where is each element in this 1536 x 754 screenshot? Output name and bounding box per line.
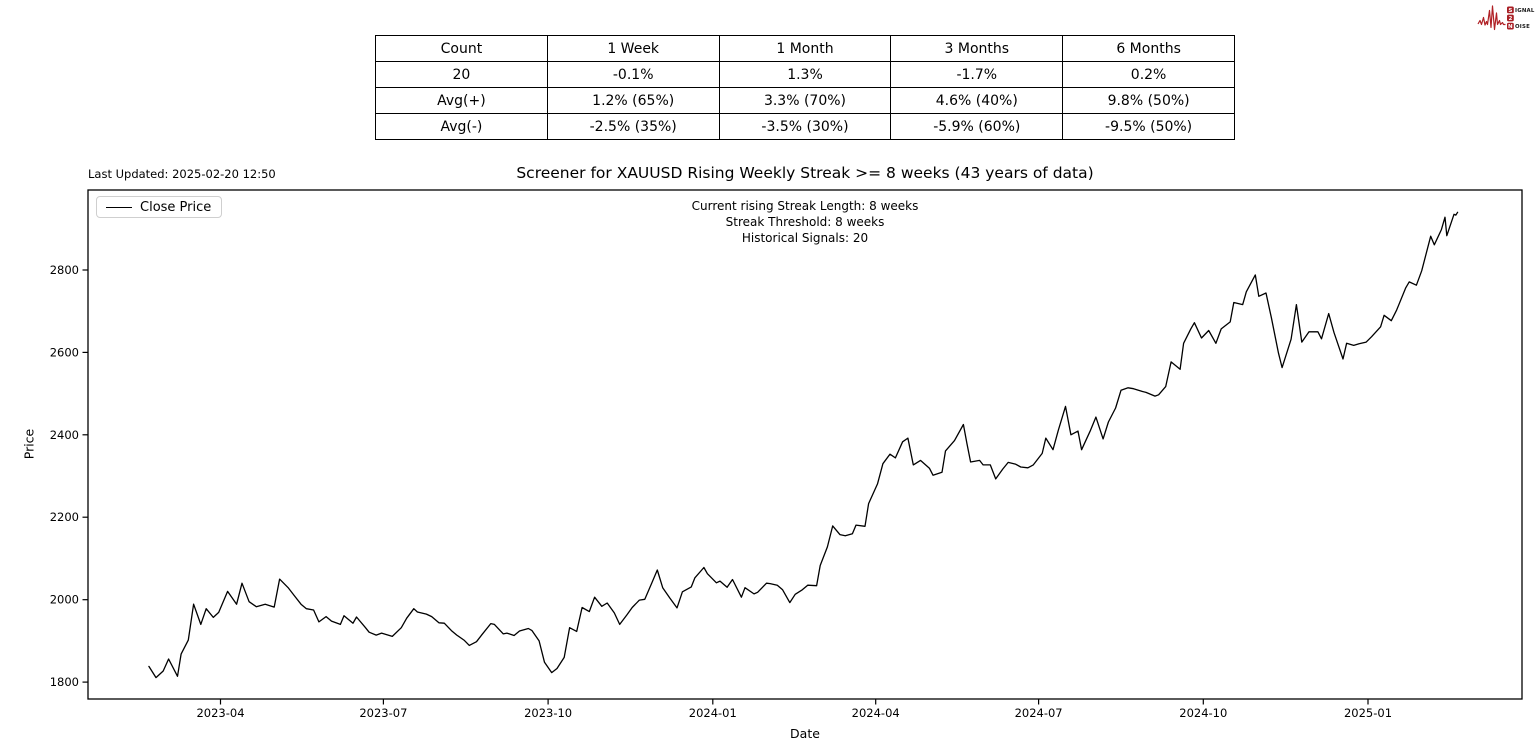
close-price-line <box>148 211 1459 679</box>
table-cell: -0.1% <box>546 61 720 88</box>
header-cell: 1 Week <box>546 35 720 62</box>
legend-line-sample-icon <box>106 206 132 208</box>
y-tick-label: 1800 <box>50 675 79 689</box>
x-tick-label: 2024-04 <box>852 706 900 720</box>
svg-text:IGNAL: IGNAL <box>1515 8 1535 14</box>
table-cell: 4.6% (40%) <box>890 87 1064 114</box>
table-cell: -3.5% (30%) <box>718 113 892 140</box>
svg-text:N: N <box>1508 24 1513 30</box>
chart-annotations: Current rising Streak Length: 8 weeks St… <box>88 198 1522 246</box>
annotation-current-streak: Current rising Streak Length: 8 weeks <box>691 199 919 213</box>
x-tick-label: 2024-10 <box>1179 706 1227 720</box>
chart-title: Screener for XAUUSD Rising Weekly Streak… <box>516 164 1094 182</box>
chart-legend: Close Price <box>96 196 223 218</box>
annotation-historical-signals: Historical Signals: 20 <box>741 231 869 245</box>
legend-label: Close Price <box>140 199 212 215</box>
pulse-waveform-icon <box>1477 5 1506 31</box>
table-cell: 9.8% (50%) <box>1062 87 1235 114</box>
x-tick-label: 2025-01 <box>1344 706 1392 720</box>
table-cell: -9.5% (50%) <box>1062 113 1235 140</box>
table-cell: -2.5% (35%) <box>546 113 720 140</box>
y-axis-label: Price <box>21 428 37 460</box>
table-header-row: Count 1 Week 1 Month 3 Months 6 Months <box>375 35 1235 62</box>
table-row: Avg(-) -2.5% (35%) -3.5% (30%) -5.9% (60… <box>375 113 1235 140</box>
signal-stats-table: Count 1 Week 1 Month 3 Months 6 Months 2… <box>375 35 1235 140</box>
table-cell: 0.2% <box>1062 61 1235 88</box>
x-axis-label: Date <box>790 726 820 741</box>
header-cell: 3 Months <box>890 35 1064 62</box>
signal-2-noise-logo-icon: S IGNAL 2 N OISE <box>1477 5 1535 31</box>
table-row: 20 -0.1% 1.3% -1.7% 0.2% <box>375 61 1235 88</box>
svg-text:OISE: OISE <box>1515 24 1530 30</box>
table-cell: Avg(-) <box>375 113 548 140</box>
table-cell: 1.2% (65%) <box>546 87 720 114</box>
x-tick-label: 2023-04 <box>196 706 244 720</box>
x-tick-label: 2023-07 <box>359 706 407 720</box>
svg-text:2: 2 <box>1508 16 1512 22</box>
y-tick-label: 2400 <box>50 428 79 442</box>
table-row: Avg(+) 1.2% (65%) 3.3% (70%) 4.6% (40%) … <box>375 87 1235 114</box>
x-tick-label: 2023-10 <box>524 706 572 720</box>
table-cell: 1.3% <box>718 61 892 88</box>
plot-frame <box>87 189 1523 700</box>
x-tick-label: 2024-01 <box>689 706 737 720</box>
last-updated-label: Last Updated: 2025-02-20 12:50 <box>88 167 276 181</box>
y-tick-label: 2600 <box>50 345 79 359</box>
y-tick-label: 2000 <box>50 593 79 607</box>
header-cell: Count <box>375 35 548 62</box>
annotation-streak-threshold: Streak Threshold: 8 weeks <box>725 215 885 229</box>
y-tick-label: 2800 <box>50 263 79 277</box>
table-cell: -5.9% (60%) <box>890 113 1064 140</box>
x-tick-label: 2024-07 <box>1015 706 1063 720</box>
y-tick-label: 2200 <box>50 510 79 524</box>
table-cell: 3.3% (70%) <box>718 87 892 114</box>
table-cell: Avg(+) <box>375 87 548 114</box>
svg-text:S: S <box>1508 8 1512 14</box>
header-cell: 6 Months <box>1062 35 1235 62</box>
table-cell: -1.7% <box>890 61 1064 88</box>
